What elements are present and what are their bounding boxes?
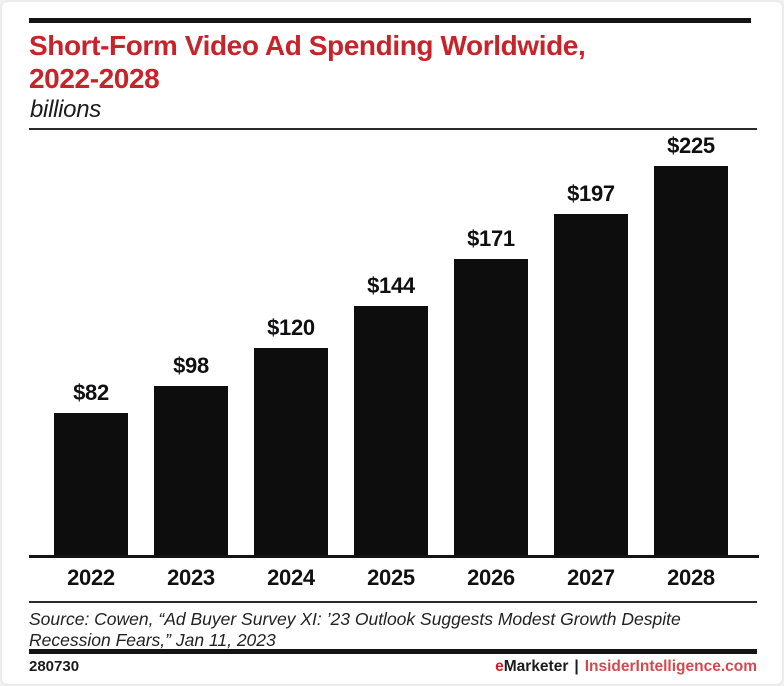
bar-2028 [654, 166, 728, 555]
insider-intelligence-link[interactable]: InsiderIntelligence.com [584, 658, 757, 675]
brand-separator: | [574, 658, 579, 675]
chart-title-line1: Short-Form Video Ad Spending Worldwide, [29, 30, 586, 61]
bar-value-label-2026: $171 [467, 226, 515, 251]
emarketer-wordmark: Marketer [503, 658, 569, 675]
bar-2025 [354, 306, 428, 555]
x-tick-label-2024: 2024 [267, 565, 315, 590]
emarketer-e: e [495, 658, 504, 675]
brand-lockup: eMarketer | InsiderIntelligence.com [495, 658, 757, 676]
bar-2024 [254, 348, 328, 555]
bar-value-label-2022: $82 [73, 380, 109, 405]
bar-value-label-2027: $197 [567, 181, 615, 206]
chart-id: 280730 [29, 658, 80, 675]
x-tick-label-2028: 2028 [667, 565, 715, 590]
chart-subtitle: billions [30, 96, 101, 123]
footer-divider [29, 649, 757, 654]
bar-value-label-2028: $225 [667, 133, 715, 158]
x-axis: 2022 2023 2024 2025 2026 2027 2028 [29, 558, 757, 594]
x-tick-label-2022: 2022 [67, 565, 115, 590]
footer: 280730 eMarketer | InsiderIntelligence.com [29, 658, 757, 676]
subtitle-divider [29, 128, 757, 130]
bar-2022 [54, 413, 128, 555]
bar-value-label-2023: $98 [173, 353, 209, 378]
bar-chart: $82 $98 $120 $144 $171 $197 $225 [29, 132, 757, 555]
x-tick-label-2023: 2023 [167, 565, 215, 590]
bar-2023 [154, 386, 228, 555]
bar-value-label-2024: $120 [267, 315, 315, 340]
bar-2026 [454, 259, 528, 555]
top-rule [29, 18, 751, 23]
bar-value-label-2025: $144 [367, 273, 415, 298]
x-axis-line [29, 555, 759, 558]
chart-title: Short-Form Video Ad Spending Worldwide, … [29, 29, 749, 95]
bar-2027 [554, 214, 628, 555]
source-note: Source: Cowen, “Ad Buyer Survey XI: ’23 … [29, 609, 681, 650]
chart-title-line2: 2022-2028 [29, 63, 160, 94]
x-tick-label-2025: 2025 [367, 565, 415, 590]
x-tick-label-2026: 2026 [467, 565, 515, 590]
x-tick-label-2027: 2027 [567, 565, 615, 590]
source-divider [29, 601, 757, 603]
